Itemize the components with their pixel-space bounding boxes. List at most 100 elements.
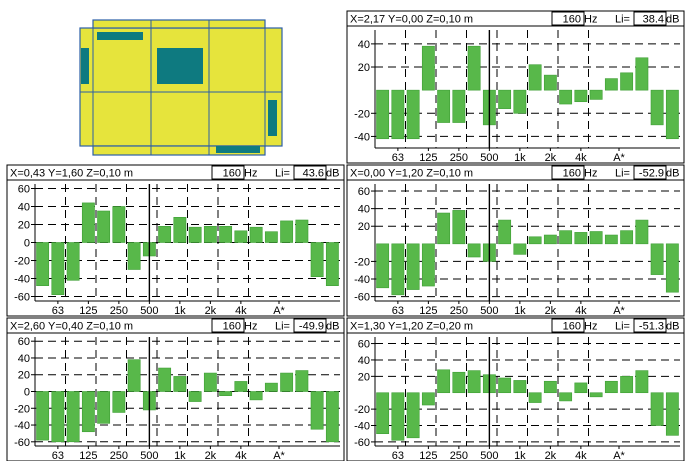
spectrum-bar: [589, 231, 603, 245]
y-tick-label: 20: [358, 221, 370, 233]
x-tick-label: 500: [480, 450, 498, 461]
spectrum-bar: [127, 359, 141, 392]
frequency-box[interactable]: [551, 318, 585, 333]
frequency-value: 160: [563, 168, 581, 180]
spectrum-bar: [665, 392, 679, 436]
x-tick-label: 125: [79, 450, 97, 461]
spectrum-bar: [36, 242, 50, 287]
level-box[interactable]: [633, 318, 667, 333]
spectrum-panels: X=2,17 Y=0,00 Z=0,10 m 160 Hz Li= 38.4 dB4020…: [6, 10, 685, 461]
level-box[interactable]: [633, 165, 667, 180]
frequency-unit: Hz: [584, 14, 597, 26]
x-tick-label: 1k: [514, 305, 526, 317]
spectrum-bar: [295, 370, 309, 392]
y-tick-label: 20: [18, 370, 30, 382]
x-tick-label: 500: [480, 152, 498, 164]
x-tick-label: 2k: [545, 152, 557, 164]
level-box[interactable]: [293, 165, 327, 180]
spectrum-panel[interactable]: X=2,60 Y=0,40 Z=0,10 m 160 Hz Li= -49.9 dB 60 4…: [6, 317, 345, 461]
y-tick-label: 60: [358, 186, 370, 198]
x-tick-label: A*: [273, 305, 285, 317]
spectrum-bar: [188, 226, 202, 243]
spectrum-bar: [650, 392, 664, 426]
level-unit: dB: [666, 14, 679, 26]
spectrum-bar: [620, 72, 634, 91]
x-tick-label: 63: [52, 305, 64, 317]
y-tick-label: -20: [354, 404, 370, 416]
x-tick-label: 125: [419, 450, 437, 461]
frequency-box[interactable]: [551, 11, 585, 26]
level-box[interactable]: [293, 318, 327, 333]
spectrum-bar: [589, 89, 603, 100]
y-tick-label: -40: [14, 274, 30, 286]
level-label: Li=: [615, 14, 630, 26]
spectrum-bar: [589, 392, 603, 398]
level-unit: dB: [326, 168, 339, 180]
level-value: -49.9: [299, 321, 324, 333]
level-label: Li=: [275, 168, 290, 180]
spectrum-bar: [650, 89, 664, 126]
spectrum-bar: [173, 217, 187, 243]
spectrum-bar: [127, 242, 141, 270]
x-tick-label: 500: [140, 305, 158, 317]
spectrum-bar: [264, 231, 278, 243]
x-tick-label: 4k: [235, 450, 247, 461]
y-tick-label: -60: [14, 437, 30, 449]
spectrum-bar: [97, 210, 111, 243]
x-tick-label: 4k: [575, 305, 587, 317]
room-alcove: [92, 19, 266, 29]
right-wall-block: [268, 100, 277, 136]
level-label: Li=: [275, 321, 290, 333]
center-block: [157, 48, 203, 84]
spectrum-bar: [158, 226, 172, 243]
spectrum-bar: [452, 210, 466, 245]
position-readout: X=2,60 Y=0,40 Z=0,10 m: [10, 321, 133, 333]
spectrum-bar: [604, 234, 618, 245]
x-tick-label: 4k: [235, 305, 247, 317]
top-left-block: [97, 32, 143, 40]
x-tick-label: 250: [450, 450, 468, 461]
spectrum-bar: [406, 392, 420, 439]
spectrum-bar: [406, 89, 420, 140]
spectrum-panel[interactable]: X=2,17 Y=0,00 Z=0,10 m 160 Hz Li= 38.4 dB 40 20…: [346, 10, 685, 164]
spectrum-bar: [391, 89, 405, 140]
position-readout: X=1,30 Y=1,20 Z=0,20 m: [350, 321, 473, 333]
spectrum-bar: [325, 242, 339, 287]
spectrum-bar: [513, 89, 527, 114]
x-tick-label: 2k: [205, 305, 217, 317]
y-tick-label: -20: [14, 256, 30, 268]
spectrum-bar: [574, 89, 588, 103]
x-tick-label: 4k: [575, 450, 587, 461]
spectrum-bar: [604, 380, 618, 394]
spectrum-panel[interactable]: X=0,00 Y=1,20 Z=0,10 m 160 Hz Li= -52.9 dB 60 4…: [346, 164, 685, 317]
spectrum-bar: [51, 242, 65, 296]
spectrum-bar: [498, 377, 512, 394]
frequency-box[interactable]: [211, 318, 245, 333]
spectrum-bar: [437, 369, 451, 394]
room-floor-plan[interactable]: [79, 19, 283, 156]
spectrum-panel[interactable]: X=1,30 Y=1,20 Z=0,20 m 160 Hz Li= -51.3 dB 60 4…: [346, 317, 685, 461]
level-box[interactable]: [633, 11, 667, 26]
y-tick-label: 40: [18, 202, 30, 214]
spectrum-bar: [528, 64, 542, 91]
x-tick-label: 2k: [545, 305, 557, 317]
y-tick-label: 20: [358, 371, 370, 383]
y-tick-label: 20: [18, 220, 30, 232]
spectrum-bar: [325, 391, 339, 443]
spectrum-bar: [81, 391, 95, 433]
spectrum-bar: [219, 226, 233, 243]
spectrum-bar: [51, 391, 65, 443]
spectrum-bar: [112, 206, 126, 243]
frequency-box[interactable]: [551, 165, 585, 180]
frequency-value: 160: [223, 168, 241, 180]
spectrum-panel[interactable]: X=0,43 Y=1,60 Z=0,10 m 160 Hz Li= 43.6 dB 60 40…: [6, 164, 345, 317]
spectrum-bar: [635, 219, 649, 245]
level-unit: dB: [666, 168, 679, 180]
x-tick-label: A*: [273, 450, 285, 461]
y-tick-label: -40: [354, 421, 370, 433]
y-tick-label: -20: [354, 256, 370, 268]
spectrum-bar: [559, 89, 573, 105]
x-tick-label: 125: [419, 305, 437, 317]
frequency-box[interactable]: [211, 165, 245, 180]
y-tick-label: -60: [354, 292, 370, 304]
